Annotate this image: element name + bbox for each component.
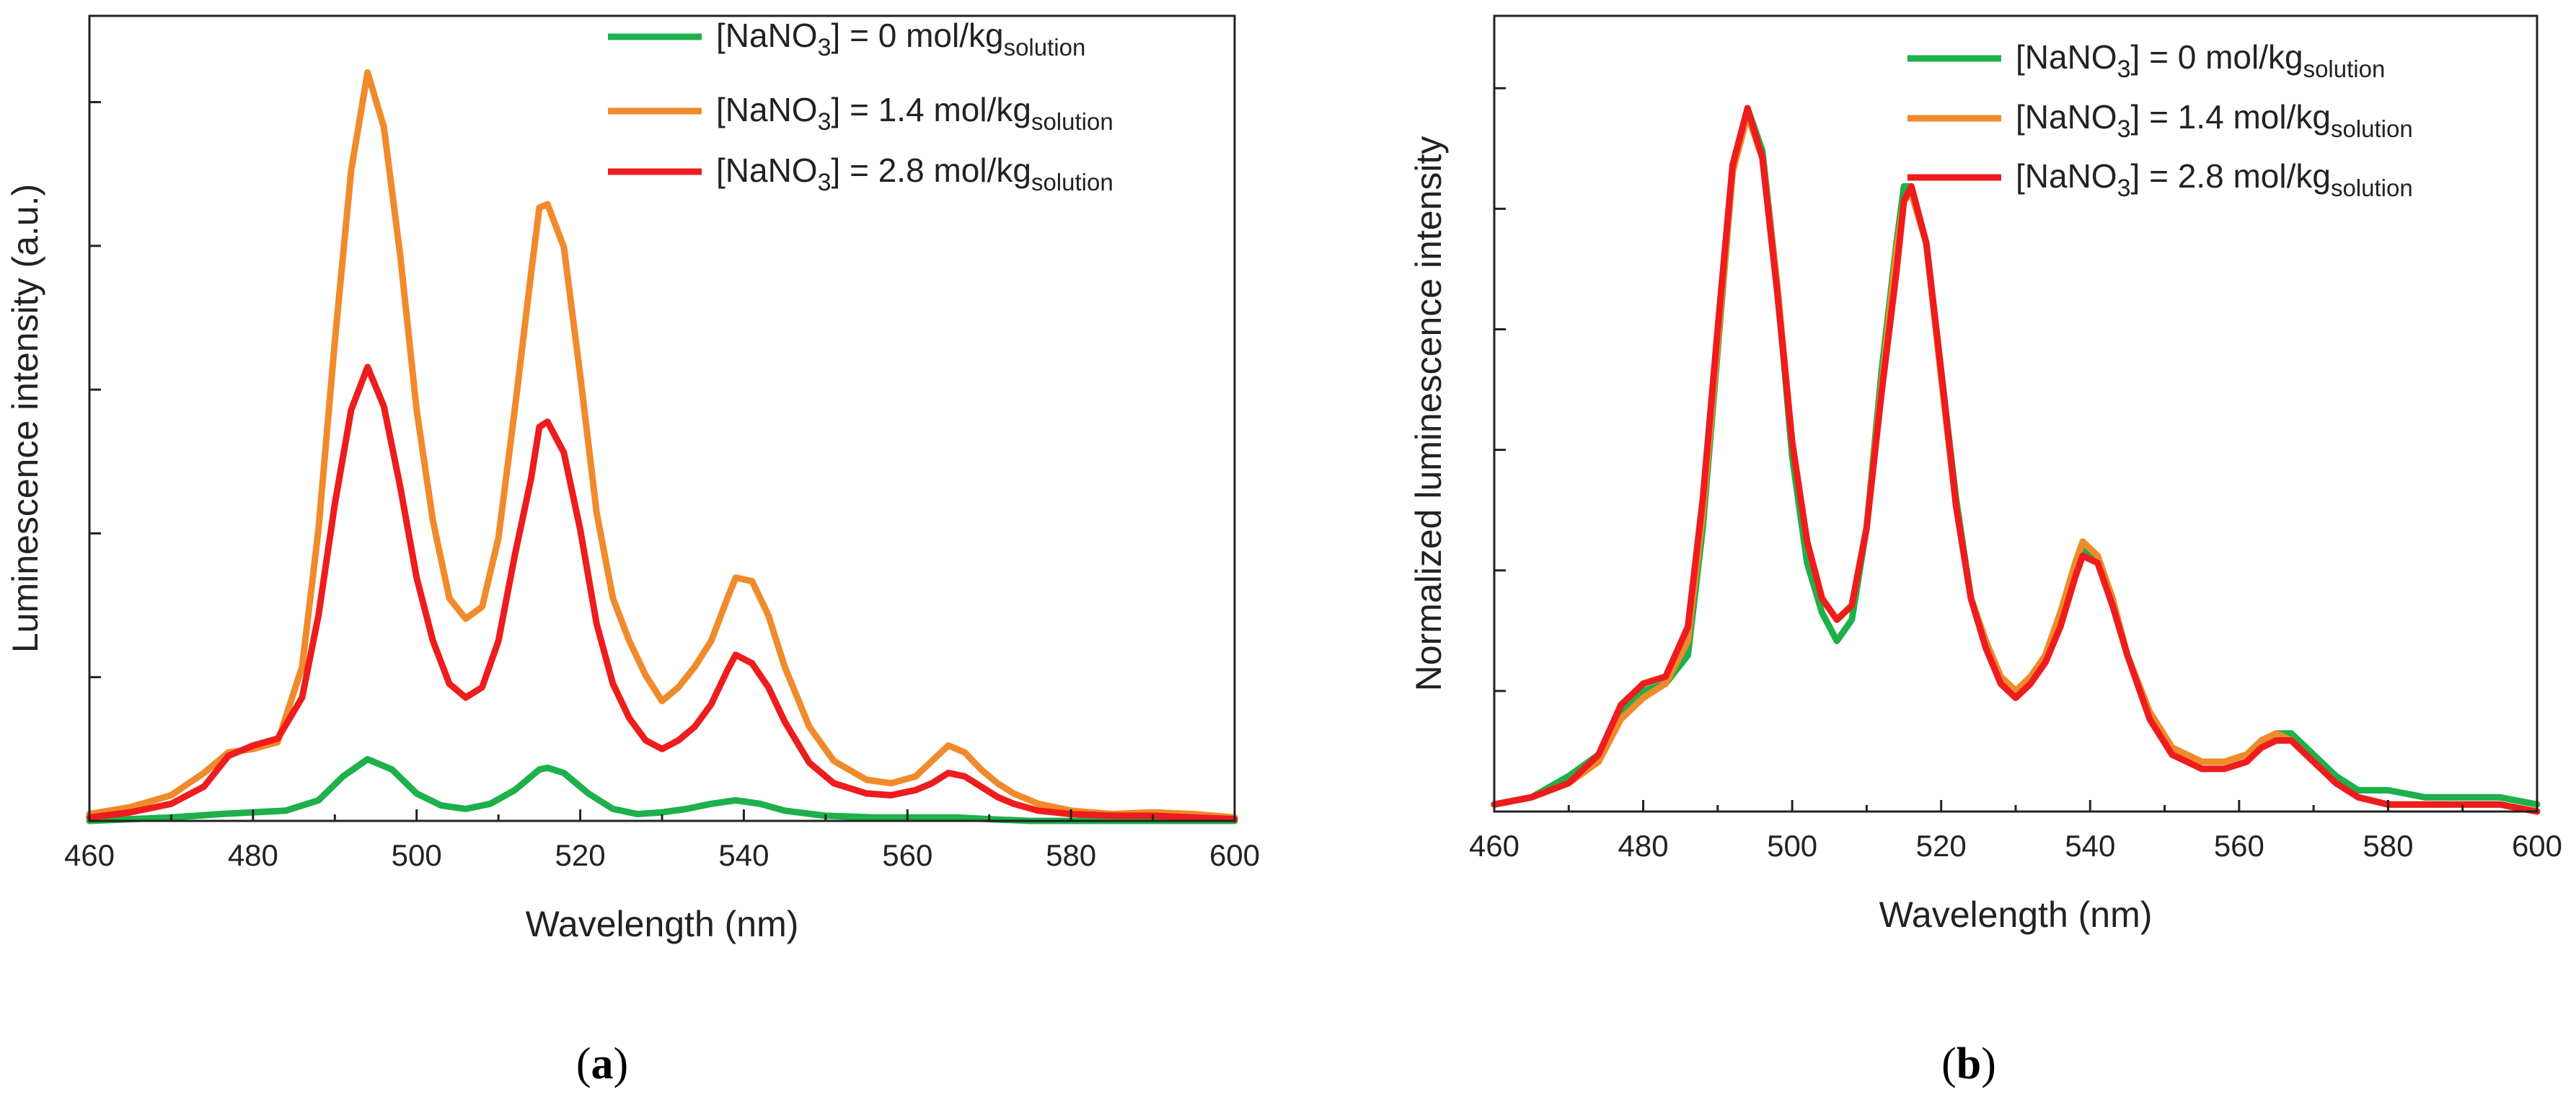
x-tick-label: 500 bbox=[392, 838, 442, 872]
legend: [NaNO3] = 0 mol/kgsolution [NaNO3] = 1.4 … bbox=[1907, 38, 2413, 202]
x-tick-label: 520 bbox=[1916, 829, 1967, 863]
legend-label-0: [NaNO3] = 0 mol/kgsolution bbox=[716, 17, 1085, 61]
x-tick-label: 480 bbox=[1618, 829, 1669, 863]
legend-label-0: [NaNO3] = 0 mol/kgsolution bbox=[2016, 38, 2385, 83]
y-axis-label: Normalized luminescence intensity bbox=[1408, 136, 1449, 692]
series-line-2 bbox=[86, 364, 1238, 823]
legend-label-2: [NaNO3] = 2.8 mol/kgsolution bbox=[2016, 157, 2413, 202]
series-line-2 bbox=[1491, 105, 2541, 815]
legend-label-1: [NaNO3] = 1.4 mol/kgsolution bbox=[2016, 98, 2413, 143]
x-tick-label: 580 bbox=[1046, 838, 1096, 872]
x-tick-label: 460 bbox=[64, 838, 115, 872]
x-tick-label: 560 bbox=[882, 838, 932, 872]
series-line-0 bbox=[86, 756, 1238, 825]
captions: (a) (b) bbox=[576, 1039, 1996, 1089]
series-line-1 bbox=[1491, 112, 2541, 815]
x-tick-label: 520 bbox=[555, 838, 606, 872]
x-tick-label: 480 bbox=[228, 838, 278, 872]
panel-a-chart: 460 480 500 520 540 560 580 600 Wavelength (nm) L… bbox=[5, 14, 1260, 944]
x-axis-label: Wavelength (nm) bbox=[1879, 894, 2153, 935]
x-tick-label: 600 bbox=[1209, 838, 1260, 872]
legend-label-1: [NaNO3] = 1.4 mol/kgsolution bbox=[716, 91, 1113, 136]
x-tick-label: 460 bbox=[1469, 829, 1519, 863]
x-tick-label: 600 bbox=[2512, 829, 2562, 863]
x-tick-label: 560 bbox=[2214, 829, 2264, 863]
panel-a-caption: (a) bbox=[576, 1039, 628, 1089]
panel-b-caption: (b) bbox=[1941, 1039, 1996, 1089]
x-tick-label: 540 bbox=[718, 838, 769, 872]
series-line-1 bbox=[86, 69, 1238, 821]
legend: [NaNO3] = 0 mol/kgsolution [NaNO3] = 1.4 … bbox=[608, 17, 1113, 196]
x-tick-label: 500 bbox=[1767, 829, 1817, 863]
x-tick-label: 580 bbox=[2363, 829, 2413, 863]
y-axis-label: Luminescence intensity (a.u.) bbox=[5, 184, 45, 653]
panel-b-chart: 460 480 500 520 540 560 580 600 Wavelength (nm) N… bbox=[1408, 14, 2562, 935]
x-tick-label: 540 bbox=[2065, 829, 2115, 863]
x-axis-label: Wavelength (nm) bbox=[526, 904, 799, 944]
legend-label-2: [NaNO3] = 2.8 mol/kgsolution bbox=[716, 151, 1113, 196]
